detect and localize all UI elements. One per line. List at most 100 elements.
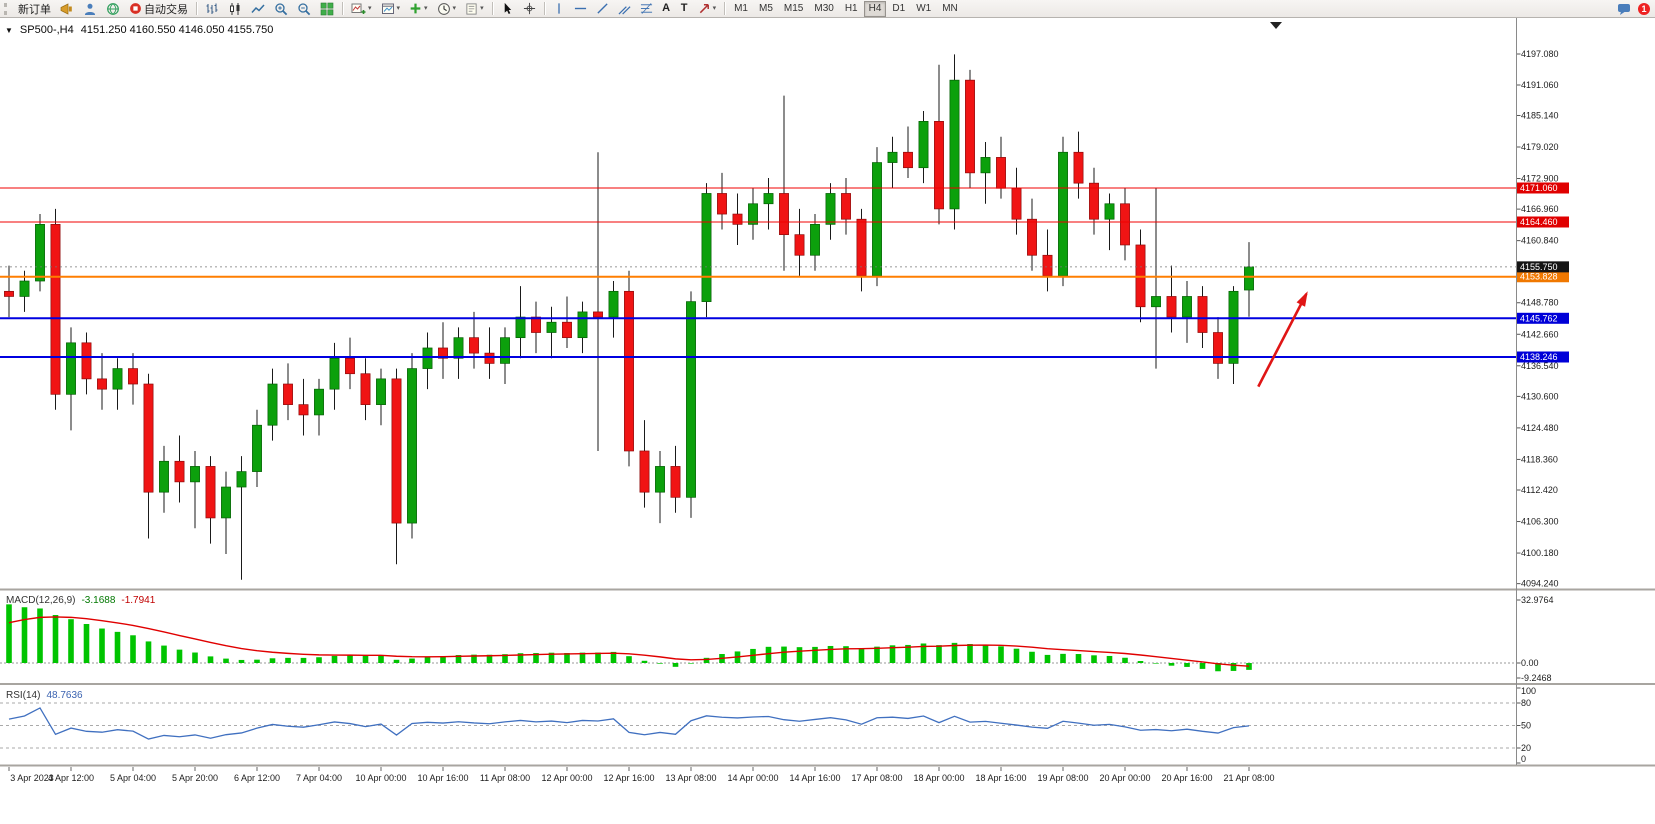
new-order-button[interactable]: 新订单: [14, 1, 55, 17]
fibonacci-button[interactable]: [636, 1, 657, 17]
macd-axis-label: 32.9764: [1521, 595, 1554, 605]
chart-canvas[interactable]: 4197.080 4191.060 4185.140 4179.020 4172.900…: [0, 18, 1655, 824]
time-axis-label: 5 Apr 20:00: [172, 773, 218, 783]
community-button[interactable]: [102, 1, 124, 17]
candlestick-series: [4, 54, 1254, 580]
crosshair-button[interactable]: [519, 1, 540, 17]
templates-button[interactable]: ▾: [461, 1, 488, 17]
label-tool-button[interactable]: T: [676, 1, 693, 17]
price-axis-label: 4130.600: [1521, 391, 1559, 401]
timeframe-m5-button[interactable]: M5: [754, 1, 778, 17]
channel-button[interactable]: [614, 1, 635, 17]
cursor-icon: [501, 2, 514, 15]
horizontal-line-icon: [574, 2, 587, 15]
time-axis-label: 21 Apr 08:00: [1223, 773, 1274, 783]
trend-arrow[interactable]: [1257, 293, 1308, 388]
price-badge-text: 4153.828: [1520, 272, 1558, 282]
toolbar-separator: [724, 2, 726, 15]
macd-histogram-bar: [1060, 653, 1066, 663]
price-axis-label: 4185.140: [1521, 110, 1559, 120]
vertical-line-button[interactable]: [549, 1, 569, 17]
price-axis-label: 4172.900: [1521, 174, 1559, 184]
macd-histogram-bar: [52, 615, 59, 663]
macd-histogram-bar: [533, 653, 539, 663]
time-axis-label: 14 Apr 16:00: [789, 773, 840, 783]
macd-signal-value: -1.7941: [121, 595, 156, 606]
add-indicator-button[interactable]: ▾: [405, 1, 432, 17]
chart-shift-marker[interactable]: [1270, 22, 1282, 29]
zoom-out-button[interactable]: [293, 1, 315, 17]
macd-signal-line: [8, 616, 1250, 667]
trendline-button[interactable]: [592, 1, 613, 17]
chart-profiles-button[interactable]: ▾: [377, 1, 405, 17]
trendline-icon: [596, 2, 609, 15]
macd-histogram-bar: [672, 663, 679, 667]
price-badge-text: 4155.750: [1520, 262, 1558, 272]
macd-histogram-bar: [486, 654, 493, 663]
line-chart-button[interactable]: [247, 1, 269, 17]
chart-header: ▼ SP500-,H4 4151.250 4160.550 4146.050 4…: [5, 24, 273, 36]
accounts-button[interactable]: [79, 1, 101, 17]
candlestick-chart-button[interactable]: [224, 1, 246, 17]
macd-histogram-bar: [517, 653, 524, 663]
symbol-period-label: SP500-,H4: [19, 24, 74, 36]
time-axis-label: 3 Apr 2023: [10, 773, 54, 783]
price-badge-text: 4145.762: [1520, 313, 1558, 323]
tile-windows-button[interactable]: [316, 1, 338, 17]
price-badge-text: 4171.060: [1520, 183, 1558, 193]
macd-histogram-bar: [905, 644, 911, 663]
new-chart-button[interactable]: ▾: [347, 1, 376, 17]
macd-histogram-bar: [998, 646, 1004, 663]
tile-windows-icon: [320, 2, 334, 16]
timeframe-mn-button[interactable]: MN: [937, 1, 963, 17]
price-badge-current-price: [1517, 261, 1569, 273]
timeframe-w1-button[interactable]: W1: [911, 1, 936, 17]
macd-histogram-bar: [843, 646, 849, 663]
horizontal-line-button[interactable]: [570, 1, 591, 17]
timeframe-m30-button[interactable]: M30: [809, 1, 838, 17]
stop-icon: [129, 2, 142, 15]
rsi-panel: [0, 702, 1516, 749]
macd-histogram-bar: [688, 663, 694, 664]
arrows-tool-button[interactable]: ▾: [694, 1, 721, 17]
chart-window-icon: [381, 2, 395, 16]
channel-icon: [618, 2, 631, 15]
periods-button[interactable]: ▾: [433, 1, 461, 17]
cursor-button[interactable]: [497, 1, 518, 17]
chat-button[interactable]: [1613, 1, 1635, 17]
text-tool-icon: A: [662, 2, 671, 14]
arrow-shape-icon: [698, 2, 711, 15]
chevron-down-icon: ▾: [480, 5, 484, 12]
price-axis: 4197.080 4191.060 4185.140 4179.020 4172.900…: [1517, 49, 1569, 764]
macd-histogram-bar: [548, 652, 555, 663]
macd-histogram-bar: [502, 654, 508, 663]
collapse-triangle-icon[interactable]: ▼: [5, 25, 13, 35]
macd-histogram-bar: [37, 608, 43, 663]
price-axis-label: 4197.080: [1521, 49, 1559, 59]
macd-histogram-bar: [579, 652, 586, 663]
zoom-in-button[interactable]: [270, 1, 292, 17]
sound-alert-button[interactable]: [56, 1, 78, 17]
price-axis-label: 4112.420: [1521, 485, 1558, 495]
macd-histogram-bar: [99, 628, 105, 663]
auto-trading-button[interactable]: 自动交易: [125, 1, 192, 17]
price-axis-label: 4142.660: [1521, 329, 1559, 339]
macd-histogram-bar: [362, 655, 369, 663]
timeframe-m15-button[interactable]: M15: [779, 1, 808, 17]
timeframe-h4-button[interactable]: H4: [863, 0, 887, 17]
timeframe-d1-button[interactable]: D1: [887, 1, 910, 17]
timeframe-m1-button[interactable]: M1: [729, 1, 753, 17]
toolbar-separator: [342, 2, 343, 15]
bar-chart-button[interactable]: [201, 1, 223, 17]
time-axis-label: 12 Apr 00:00: [541, 773, 592, 783]
macd-histogram-bar: [641, 660, 648, 663]
text-tool-button[interactable]: A: [658, 1, 675, 17]
macd-histogram-bar: [874, 646, 880, 663]
rsi-axis-label: 50: [1521, 721, 1531, 731]
macd-histogram-bar: [657, 663, 663, 664]
macd-histogram-bar: [455, 655, 462, 663]
notification-badge[interactable]: 1: [1638, 2, 1650, 15]
macd-histogram-bar: [610, 651, 617, 663]
timeframe-h1-button[interactable]: H1: [840, 1, 863, 17]
